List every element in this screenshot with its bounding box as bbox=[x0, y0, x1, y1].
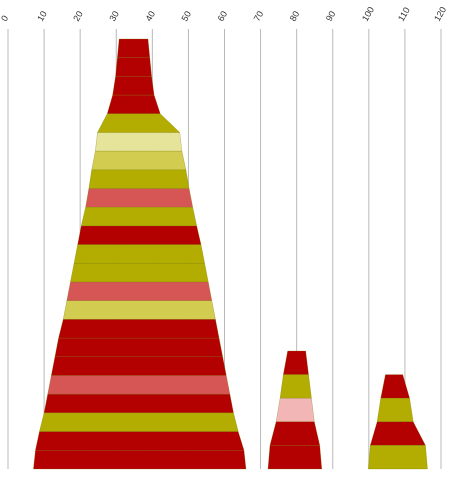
stack-band bbox=[106, 94, 161, 115]
x-tick-label: 70 bbox=[252, 9, 266, 23]
stack-band bbox=[43, 393, 234, 414]
stack-band bbox=[54, 337, 223, 358]
chart-shapes bbox=[33, 38, 428, 470]
stack-band bbox=[279, 374, 312, 399]
stack-band bbox=[80, 207, 198, 227]
stack-band bbox=[117, 38, 151, 58]
stack-band bbox=[275, 397, 315, 423]
stack-shape bbox=[33, 38, 247, 470]
stack-band bbox=[50, 356, 227, 376]
stack-band bbox=[77, 225, 202, 245]
x-tick-label: 20 bbox=[71, 9, 85, 23]
x-tick-label: 90 bbox=[324, 9, 338, 23]
stack-band bbox=[283, 350, 309, 375]
stack-band bbox=[115, 57, 152, 77]
stack-band bbox=[33, 450, 247, 470]
stack-band bbox=[369, 421, 426, 446]
stack-band bbox=[62, 300, 216, 320]
x-tick-label: 30 bbox=[107, 9, 121, 23]
x-tick-label: 0 bbox=[0, 14, 10, 23]
x-tick-label: 60 bbox=[216, 9, 230, 23]
stack-band bbox=[35, 431, 245, 451]
stack-band bbox=[368, 445, 428, 470]
x-tick-label: 80 bbox=[288, 9, 302, 23]
stack-band bbox=[39, 412, 239, 432]
x-tick-label: 120 bbox=[432, 5, 448, 23]
stack-band bbox=[267, 445, 323, 470]
x-tick-label: 50 bbox=[179, 9, 193, 23]
x-tick-label: 110 bbox=[396, 6, 412, 23]
x-tick-label: 100 bbox=[360, 5, 376, 23]
stack-band bbox=[70, 263, 209, 283]
stack-shape bbox=[267, 350, 323, 470]
stack-band bbox=[91, 150, 187, 171]
stack-band bbox=[58, 319, 220, 339]
x-tick-label: 10 bbox=[35, 9, 49, 23]
stack-band bbox=[269, 421, 321, 446]
stack-band bbox=[85, 188, 194, 208]
stack-band bbox=[95, 132, 183, 152]
stack-band bbox=[47, 375, 231, 395]
stack-band bbox=[376, 397, 414, 423]
stack-band bbox=[66, 281, 213, 301]
x-axis-tick-labels: 0 10 20 30 40 50 60 70 80 90 100 110 120 bbox=[0, 5, 448, 23]
stack-band bbox=[88, 169, 190, 189]
stack-shape bbox=[368, 374, 428, 470]
stack-band bbox=[97, 113, 181, 133]
stack-band bbox=[112, 76, 155, 96]
stack-band bbox=[73, 244, 205, 264]
x-tick-label: 40 bbox=[143, 9, 157, 23]
